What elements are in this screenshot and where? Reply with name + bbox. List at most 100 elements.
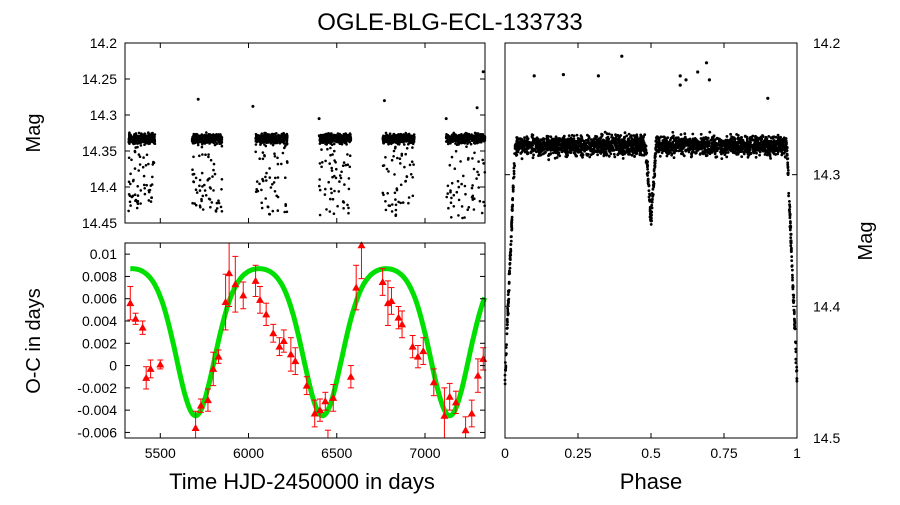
light-curve-point: [450, 197, 453, 200]
phase-point: [549, 135, 552, 138]
light-curve-point: [148, 136, 151, 139]
light-curve-point: [271, 183, 274, 186]
light-curve-point: [196, 191, 199, 194]
light-curve-point: [481, 212, 484, 215]
light-curve-point: [407, 134, 410, 137]
light-curve-point: [402, 201, 405, 204]
phase-point: [609, 152, 612, 155]
light-curve-point: [406, 175, 409, 178]
light-curve-point: [461, 205, 464, 208]
light-curve-point: [482, 70, 485, 73]
light-curve-point: [258, 157, 261, 160]
light-curve-point: [413, 133, 416, 136]
light-curve-point: [286, 160, 289, 163]
light-curve-point: [411, 146, 414, 149]
light-curve-point: [384, 200, 387, 203]
light-curve-point: [412, 139, 415, 142]
phase-point: [555, 135, 558, 138]
light-curve-point: [136, 136, 139, 139]
light-curve-point: [411, 176, 414, 179]
oc-point: [156, 360, 164, 367]
light-curve-point: [450, 216, 453, 219]
light-curve-point: [270, 186, 273, 189]
light-curve-point: [211, 175, 214, 178]
light-curve-point: [399, 157, 402, 160]
oc-point: [287, 350, 295, 357]
phase-point: [749, 137, 752, 140]
phase-point: [524, 151, 527, 154]
light-curve-point: [387, 170, 390, 173]
phase-point: [758, 154, 761, 157]
light-curve-point: [326, 148, 329, 151]
oc-point: [252, 277, 260, 284]
light-curve-point: [447, 134, 450, 137]
light-curve-point: [480, 141, 483, 144]
light-curve-point: [221, 178, 224, 181]
light-curve-point: [318, 185, 321, 188]
light-curve-point: [324, 143, 327, 146]
light-curve-point: [399, 162, 402, 165]
light-curve-point: [283, 142, 286, 145]
light-curve-point: [408, 138, 411, 141]
light-curve-point: [199, 206, 202, 209]
oc-fit-curve: [130, 269, 484, 416]
light-curve-point: [449, 189, 452, 192]
oc-ytick-label: -0.002: [77, 380, 117, 396]
light-curve-point: [142, 166, 145, 169]
light-curve-point: [318, 178, 321, 181]
light-curve-point: [254, 151, 257, 154]
light-curve-point: [408, 196, 411, 199]
light-curve-point: [318, 117, 321, 120]
light-curve-point: [411, 160, 414, 163]
light-curve-point: [262, 180, 265, 183]
light-curve-point: [279, 135, 282, 138]
light-curve-point: [467, 158, 470, 161]
light-curve-point: [333, 212, 336, 215]
light-curve-point: [476, 106, 479, 109]
light-curve-point: [202, 208, 205, 211]
phase-point: [624, 131, 627, 134]
phase-point: [576, 150, 579, 153]
light-curve-ytick-label: 14.25: [82, 71, 117, 87]
phase-point: [613, 156, 616, 159]
phase-point: [508, 263, 511, 266]
light-curve-ytick-label: 14.3: [90, 107, 117, 123]
light-curve-ytick-label: 14.45: [82, 215, 117, 231]
light-curve-point: [143, 184, 146, 187]
oc-ytick-label: -0.004: [77, 402, 117, 418]
light-curve-point: [217, 140, 220, 143]
light-curve-point: [349, 135, 352, 138]
light-curve-point: [400, 184, 403, 187]
light-curve-point: [131, 195, 134, 198]
light-curve-point: [195, 204, 198, 207]
phase-point: [684, 149, 687, 152]
light-curve-point: [400, 136, 403, 139]
light-curve-point: [477, 186, 480, 189]
phase-point: [791, 279, 794, 282]
light-curve-point: [338, 180, 341, 183]
phase-point: [690, 155, 693, 158]
light-curve-point: [220, 139, 223, 142]
light-curve-point: [262, 151, 265, 154]
light-curve-point: [199, 179, 202, 182]
phase-point: [671, 131, 674, 134]
phase-point: [513, 165, 516, 168]
oc-ytick-label: 0.002: [82, 335, 117, 351]
light-curve-point: [394, 198, 397, 201]
oc-fit-line: [130, 269, 484, 416]
light-curve-point: [319, 214, 322, 217]
light-curve-point: [319, 142, 322, 145]
phase-point: [615, 148, 618, 151]
phase-point: [579, 151, 582, 154]
phase-point: [521, 157, 524, 160]
light-curve-point: [320, 166, 323, 169]
light-curve-point: [269, 176, 272, 179]
light-curve-point: [198, 155, 201, 158]
light-curve-point: [462, 175, 465, 178]
light-curve-point: [270, 142, 273, 145]
light-curve-point: [200, 198, 203, 201]
light-curve-point: [319, 162, 322, 165]
